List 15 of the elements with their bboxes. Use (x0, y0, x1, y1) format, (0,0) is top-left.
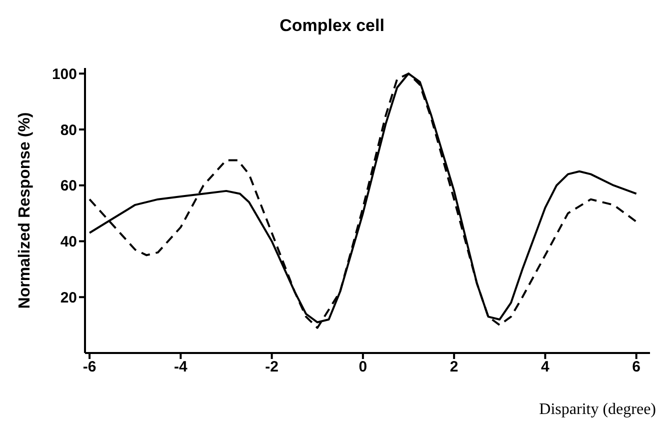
x-tick-label: -2 (265, 358, 278, 376)
chart-title: Complex cell (278, 16, 386, 36)
y-tick-label: 20 (60, 289, 77, 306)
x-tick-label: 0 (358, 358, 368, 376)
x-tick-label: 2 (450, 358, 458, 376)
x-tick-label: 6 (632, 358, 641, 376)
x-tick-label: 4 (541, 358, 550, 376)
x-tick-label: -6 (82, 358, 96, 376)
y-tick-label: 40 (60, 234, 77, 251)
y-tick-label: 100 (52, 66, 77, 83)
y-tick-label: 80 (60, 122, 77, 139)
y-axis-title: Normalized Response (%) (16, 112, 34, 309)
x-axis-title: Disparity (degree) (539, 401, 656, 419)
x-tick-label: -4 (174, 358, 188, 376)
y-tick-label: 60 (60, 178, 77, 195)
